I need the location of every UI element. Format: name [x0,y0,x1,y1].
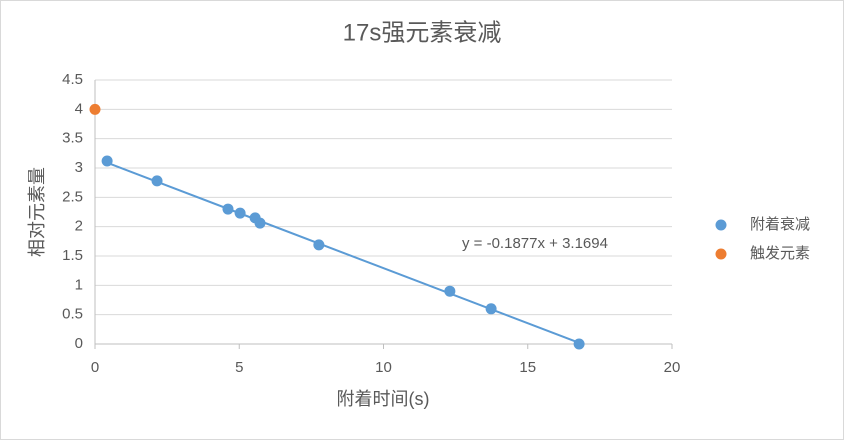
trendline-equation: y = -0.1877x + 3.1694 [462,235,608,252]
y-tick-label: 4 [75,100,83,117]
x-tick-label: 10 [375,359,392,376]
point [444,285,456,297]
legend-label: 触发元素 [750,245,810,262]
point [222,203,234,215]
y-tick-label: 0 [75,335,83,352]
legend-marker [715,248,727,260]
trendline [106,161,580,344]
y-tick-label: 0.5 [62,306,83,323]
point [313,239,325,251]
point [234,207,246,219]
x-tick-label: 20 [664,359,681,376]
chart-title: 17s强元素衰减 [343,19,502,46]
x-tick-label: 0 [91,359,99,376]
point [254,217,266,229]
y-tick-label: 4.5 [62,71,83,88]
y-axis-title: 相对元素量 [27,167,47,257]
y-tick-label: 2 [75,218,83,235]
point [151,175,163,187]
y-tick-label: 3 [75,159,83,176]
x-axis-title: 附着时间(s) [337,389,430,409]
legend-label: 附着衰减 [750,216,810,233]
point [89,103,101,115]
point [573,338,585,350]
x-tick-label: 15 [519,359,536,376]
point [485,303,497,315]
y-tick-label: 2.5 [62,188,83,205]
point [101,155,113,167]
y-tick-label: 1.5 [62,247,83,264]
y-tick-label: 3.5 [62,130,83,147]
legend-marker [715,219,727,231]
y-tick-label: 1 [75,276,83,293]
x-tick-label: 5 [235,359,243,376]
